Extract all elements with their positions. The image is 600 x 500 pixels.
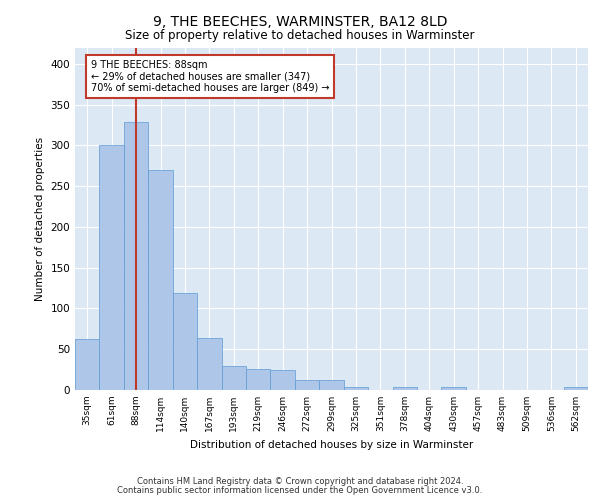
- Bar: [563, 386, 588, 390]
- Bar: [197, 338, 221, 390]
- Text: Contains public sector information licensed under the Open Government Licence v3: Contains public sector information licen…: [118, 486, 482, 495]
- Bar: [392, 386, 417, 390]
- Bar: [271, 370, 295, 390]
- Bar: [442, 386, 466, 390]
- Y-axis label: Number of detached properties: Number of detached properties: [35, 136, 45, 301]
- Text: Size of property relative to detached houses in Warminster: Size of property relative to detached ho…: [125, 29, 475, 42]
- Bar: [295, 380, 319, 390]
- Bar: [319, 380, 344, 390]
- X-axis label: Distribution of detached houses by size in Warminster: Distribution of detached houses by size …: [190, 440, 473, 450]
- Bar: [246, 369, 271, 390]
- Bar: [75, 340, 100, 390]
- Text: 9 THE BEECHES: 88sqm
← 29% of detached houses are smaller (347)
70% of semi-deta: 9 THE BEECHES: 88sqm ← 29% of detached h…: [91, 60, 329, 93]
- Bar: [344, 386, 368, 390]
- Text: 9, THE BEECHES, WARMINSTER, BA12 8LD: 9, THE BEECHES, WARMINSTER, BA12 8LD: [153, 15, 447, 29]
- Bar: [173, 293, 197, 390]
- Bar: [100, 144, 124, 390]
- Bar: [221, 366, 246, 390]
- Text: Contains HM Land Registry data © Crown copyright and database right 2024.: Contains HM Land Registry data © Crown c…: [137, 477, 463, 486]
- Bar: [124, 122, 148, 390]
- Bar: [148, 170, 173, 390]
